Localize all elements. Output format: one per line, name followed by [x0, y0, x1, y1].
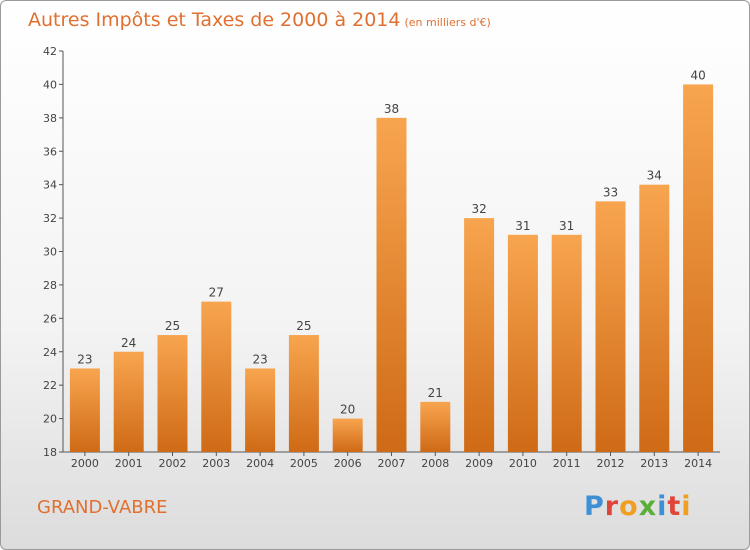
- bar-2003: [201, 301, 232, 452]
- data-label: 23: [77, 352, 92, 366]
- x-tick-label: 2007: [378, 457, 406, 470]
- x-tick-label: 2013: [640, 457, 668, 470]
- x-tick-label: 2004: [246, 457, 274, 470]
- data-label: 25: [296, 319, 311, 333]
- bar-2007: [376, 117, 407, 452]
- data-label: 24: [121, 336, 136, 350]
- x-tick-label: 2009: [465, 457, 493, 470]
- x-tick-label: 2014: [684, 457, 712, 470]
- data-label: 31: [515, 219, 530, 233]
- x-tick-label: 2003: [202, 457, 230, 470]
- bar-2008: [420, 401, 451, 452]
- x-tick-label: 2006: [334, 457, 362, 470]
- bar-2014: [683, 84, 714, 453]
- y-tick-label: 26: [43, 312, 57, 325]
- y-tick-label: 36: [43, 145, 57, 158]
- data-label: 21: [428, 386, 443, 400]
- data-label: 20: [340, 403, 355, 417]
- data-label: 34: [647, 169, 662, 183]
- bar-2000: [69, 368, 100, 452]
- title-unit: (en milliers d'€): [404, 16, 491, 29]
- x-tick-label: 2010: [509, 457, 537, 470]
- x-tick-label: 2012: [597, 457, 625, 470]
- x-tick-label: 2011: [553, 457, 581, 470]
- bar-2012: [595, 201, 626, 452]
- bar-2002: [157, 335, 188, 452]
- data-label: 40: [690, 68, 705, 82]
- bar-2005: [288, 335, 319, 452]
- city-name: GRAND-VABRE: [37, 497, 168, 518]
- bar-2010: [507, 234, 538, 452]
- y-tick-label: 32: [43, 212, 57, 225]
- y-tick-label: 24: [43, 346, 57, 359]
- y-tick-label: 28: [43, 279, 57, 292]
- data-label: 33: [603, 185, 618, 199]
- data-label: 23: [252, 352, 267, 366]
- x-tick-label: 2001: [115, 457, 143, 470]
- chart-title: Autres Impôts et Taxes de 2000 à 2014 (en…: [28, 9, 491, 31]
- data-label: 25: [165, 319, 180, 333]
- x-tick-label: 2000: [71, 457, 99, 470]
- proxiti-logo: Proxiti: [584, 491, 692, 522]
- bar-2009: [464, 218, 495, 452]
- y-tick-label: 22: [43, 379, 57, 392]
- y-tick-label: 42: [43, 45, 57, 58]
- data-label: 32: [471, 202, 486, 216]
- x-tick-label: 2002: [159, 457, 187, 470]
- y-tick-label: 30: [43, 246, 57, 259]
- y-tick-label: 34: [43, 179, 57, 192]
- bar-2013: [639, 184, 670, 452]
- bar-2011: [551, 234, 582, 452]
- bar-2006: [332, 418, 363, 452]
- x-tick-label: 2005: [290, 457, 318, 470]
- x-tick-label: 2008: [421, 457, 449, 470]
- y-tick-label: 40: [43, 78, 57, 91]
- y-tick-label: 20: [43, 413, 57, 426]
- bar-2001: [113, 351, 144, 452]
- title-text: Autres Impôts et Taxes de 2000 à 2014: [28, 9, 401, 31]
- bar-2004: [245, 368, 276, 452]
- data-label: 38: [384, 102, 399, 116]
- bars: 23 24 25 27 23 25 20 38 21 32 31 31 33 34 40: [69, 68, 714, 453]
- data-label: 27: [209, 286, 224, 300]
- y-tick-label: 18: [43, 446, 57, 459]
- y-tick-label: 38: [43, 112, 57, 125]
- data-label: 31: [559, 219, 574, 233]
